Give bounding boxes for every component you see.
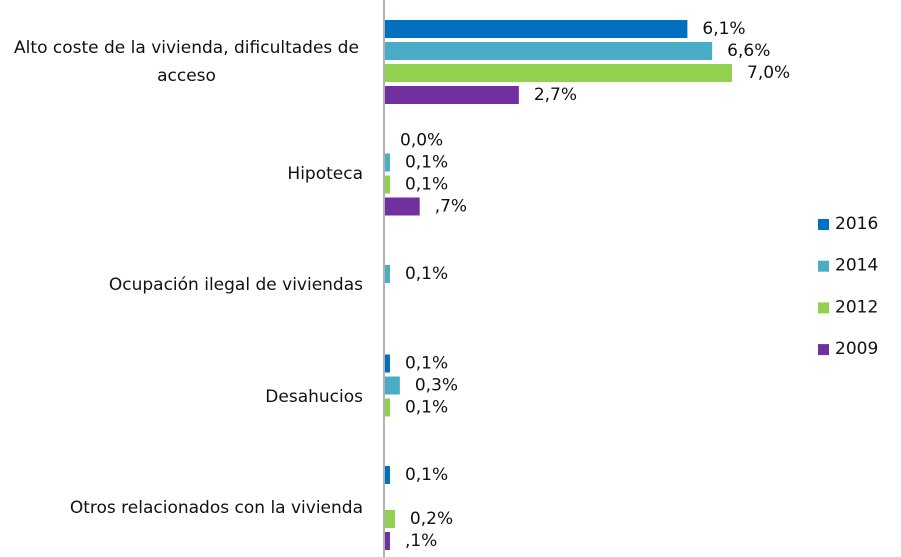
legend-swatch [818, 219, 829, 230]
bar [385, 175, 390, 194]
legend-swatch [818, 344, 829, 356]
value-label: 0,1% [405, 175, 448, 195]
bar [385, 265, 390, 283]
legend-label: 2009 [835, 339, 878, 359]
bar [385, 86, 519, 104]
value-label: 7,0% [747, 63, 790, 83]
value-label: ,1% [405, 531, 437, 551]
legend-label: 2016 [835, 214, 878, 234]
value-label: 0,1% [405, 153, 448, 173]
legend-label: 2014 [835, 256, 878, 276]
bar [385, 376, 400, 395]
legend-label: 2012 [835, 297, 878, 317]
bar [385, 64, 732, 82]
value-label: 0,1% [405, 354, 448, 374]
legend-swatch [818, 302, 829, 314]
bar [385, 153, 390, 172]
bar [385, 20, 688, 38]
bar [385, 466, 390, 484]
bar [385, 42, 713, 60]
category-label: Alto coste de la vivienda, dificultades … [14, 38, 359, 86]
bar [385, 197, 420, 216]
legend-swatch [818, 260, 829, 272]
bar [385, 510, 395, 528]
category-label: Desahucios [265, 386, 363, 407]
value-label: 0,1% [405, 264, 448, 284]
bar [385, 532, 390, 550]
bar [385, 354, 390, 373]
value-label: 0,2% [410, 509, 453, 529]
value-label: 0,1% [405, 465, 448, 485]
value-label: 0,1% [405, 398, 448, 418]
value-label: 6,6% [727, 41, 770, 61]
value-label: 6,1% [702, 19, 745, 39]
category-label: Ocupación ilegal de viviendas [108, 275, 363, 295]
bar [385, 398, 390, 417]
category-label: Otros relacionados con la vivienda [69, 498, 363, 518]
value-label: ,7% [435, 197, 467, 217]
category-label: Hipoteca [287, 163, 363, 184]
value-label: 2,7% [534, 85, 577, 105]
value-label: 0,3% [415, 376, 458, 396]
value-label: 0,0% [400, 131, 443, 151]
